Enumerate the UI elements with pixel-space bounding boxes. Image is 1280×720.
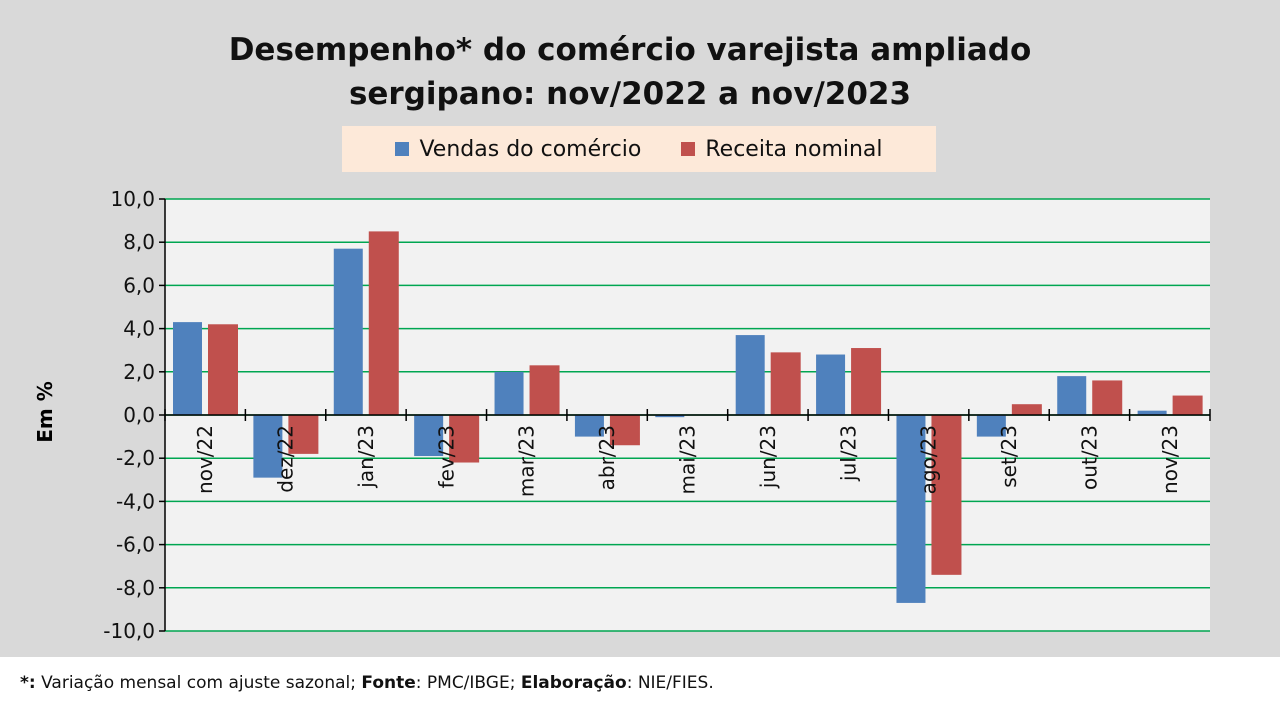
x-tick-label: dez/22 xyxy=(274,425,298,493)
bar-vendas xyxy=(333,248,363,415)
bar-receita xyxy=(1092,380,1123,415)
x-tick-label: fev/23 xyxy=(434,425,458,488)
bar-receita xyxy=(1011,404,1042,415)
y-tick-label: -10,0 xyxy=(103,619,155,643)
bar-receita xyxy=(1172,395,1203,415)
bar-vendas xyxy=(735,335,765,415)
legend-item-vendas: Vendas do comércio xyxy=(395,137,641,162)
y-tick-label: 8,0 xyxy=(123,230,155,254)
footer-text: : PMC/IBGE; xyxy=(415,673,521,693)
chart-title: Desempenho* do comércio varejista amplia… xyxy=(0,28,1260,116)
bar-vendas xyxy=(816,354,846,415)
x-tick-label: jan/23 xyxy=(354,425,378,489)
bar-receita xyxy=(288,415,319,454)
bar-vendas xyxy=(414,415,444,457)
y-tick-label: -6,0 xyxy=(116,533,155,557)
bar-receita xyxy=(931,415,962,575)
y-tick-label: 6,0 xyxy=(123,273,155,297)
bar-receita xyxy=(208,324,238,415)
y-tick-label: 4,0 xyxy=(123,317,155,341)
bar-vendas xyxy=(976,415,1006,437)
y-tick-label: 10,0 xyxy=(110,187,155,211)
title-line-2: sergipano: nov/2022 a nov/2023 xyxy=(348,76,912,112)
footer-elab-label: Elaboração xyxy=(520,673,627,693)
footer-fonte-label: Fonte xyxy=(361,673,416,693)
x-tick-label: set/23 xyxy=(997,425,1021,488)
legend-label: Vendas do comércio xyxy=(419,136,642,162)
y-tick-label: -8,0 xyxy=(116,576,155,600)
bar-vendas xyxy=(1137,410,1167,415)
x-tick-label: ago/23 xyxy=(917,425,941,494)
bar-receita xyxy=(449,415,480,463)
bar-vendas xyxy=(173,322,202,415)
title-line-1: Desempenho* do comércio varejista amplia… xyxy=(228,32,1032,68)
bar-vendas xyxy=(655,415,685,418)
bar-receita xyxy=(368,231,399,415)
bar-vendas xyxy=(1057,376,1087,415)
x-tick-label: nov/22 xyxy=(193,425,217,494)
bar-vendas xyxy=(253,415,283,478)
x-tick-label: mar/23 xyxy=(515,425,539,497)
legend-label: Receita nominal xyxy=(705,136,883,162)
bar-vendas xyxy=(574,415,604,437)
x-tick-label: nov/23 xyxy=(1158,425,1182,494)
x-tick-label: mai/23 xyxy=(676,425,700,494)
y-tick-label: 2,0 xyxy=(123,360,155,384)
legend-item-receita: Receita nominal xyxy=(681,136,883,162)
y-tick-label: 0,0 xyxy=(123,403,155,427)
legend-swatch-red xyxy=(681,142,696,156)
bar-receita xyxy=(609,415,640,446)
x-tick-label: jun/23 xyxy=(756,425,780,489)
footer-star: *: xyxy=(20,673,36,693)
y-tick-label: -2,0 xyxy=(116,446,155,470)
bar-vendas xyxy=(494,371,524,415)
y-tick-label: -4,0 xyxy=(116,489,155,513)
bar-vendas xyxy=(896,415,926,603)
x-tick-label: out/23 xyxy=(1077,425,1101,490)
legend: Vendas do comércio Receita nominal xyxy=(342,126,936,172)
bar-receita xyxy=(770,352,801,415)
footer-text: Variação mensal com ajuste sazonal; xyxy=(35,673,362,693)
bar-receita xyxy=(851,348,882,415)
x-tick-label: jul/23 xyxy=(836,425,860,482)
x-tick-label: abr/23 xyxy=(595,425,619,490)
footer-note: *: Variação mensal com ajuste sazonal; F… xyxy=(0,657,1280,720)
bar-receita xyxy=(529,365,560,415)
legend-swatch-blue xyxy=(395,142,410,156)
footer-text: : NIE/FIES. xyxy=(626,673,714,693)
y-axis-label: Em % xyxy=(33,381,57,443)
